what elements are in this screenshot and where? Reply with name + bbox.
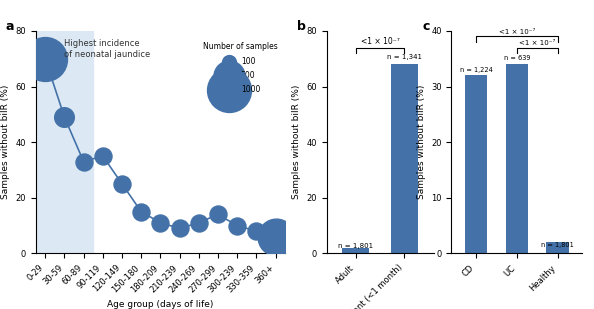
Point (194, 220, 204, 225)
Point (175, 226, 184, 231)
X-axis label: Age group (days of life): Age group (days of life) (107, 300, 214, 309)
Text: n = 1,224: n = 1,224 (460, 67, 492, 73)
Point (232, 223, 242, 228)
Point (137, 209, 146, 214)
Point (79, 159, 89, 164)
Point (59, 115, 69, 120)
Text: a: a (6, 20, 14, 33)
Text: Highest incidence
of neonatal jaundice: Highest incidence of neonatal jaundice (64, 39, 151, 59)
Text: b: b (297, 20, 306, 33)
Point (40, 56, 50, 61)
Text: n = 1,801: n = 1,801 (339, 243, 374, 249)
Text: <1 × 10⁻⁷: <1 × 10⁻⁷ (361, 37, 400, 46)
Text: c: c (423, 20, 430, 33)
Legend: 100, 500, 1000: 100, 500, 1000 (200, 39, 282, 97)
Point (98, 154, 108, 159)
Y-axis label: Samples without bilR (%): Samples without bilR (%) (1, 85, 10, 199)
Bar (343, 248, 369, 253)
Point (117, 181, 127, 186)
Bar (505, 64, 528, 253)
Point (271, 234, 280, 239)
Text: <1 × 10⁻⁷: <1 × 10⁻⁷ (498, 29, 535, 35)
Y-axis label: Samples without bilR (%): Samples without bilR (%) (416, 85, 425, 199)
Bar (546, 242, 569, 253)
Bar (36, 31, 93, 253)
Point (156, 220, 165, 225)
Bar (465, 75, 487, 253)
Point (213, 212, 223, 217)
Text: n = 639: n = 639 (504, 56, 530, 61)
Point (252, 229, 261, 234)
Y-axis label: Samples without bilR (%): Samples without bilR (%) (292, 85, 301, 199)
Text: n = 1,341: n = 1,341 (387, 54, 422, 60)
Bar (391, 64, 418, 253)
Text: <1 × 10⁻⁷: <1 × 10⁻⁷ (519, 40, 555, 46)
Text: n = 1,801: n = 1,801 (541, 242, 574, 248)
